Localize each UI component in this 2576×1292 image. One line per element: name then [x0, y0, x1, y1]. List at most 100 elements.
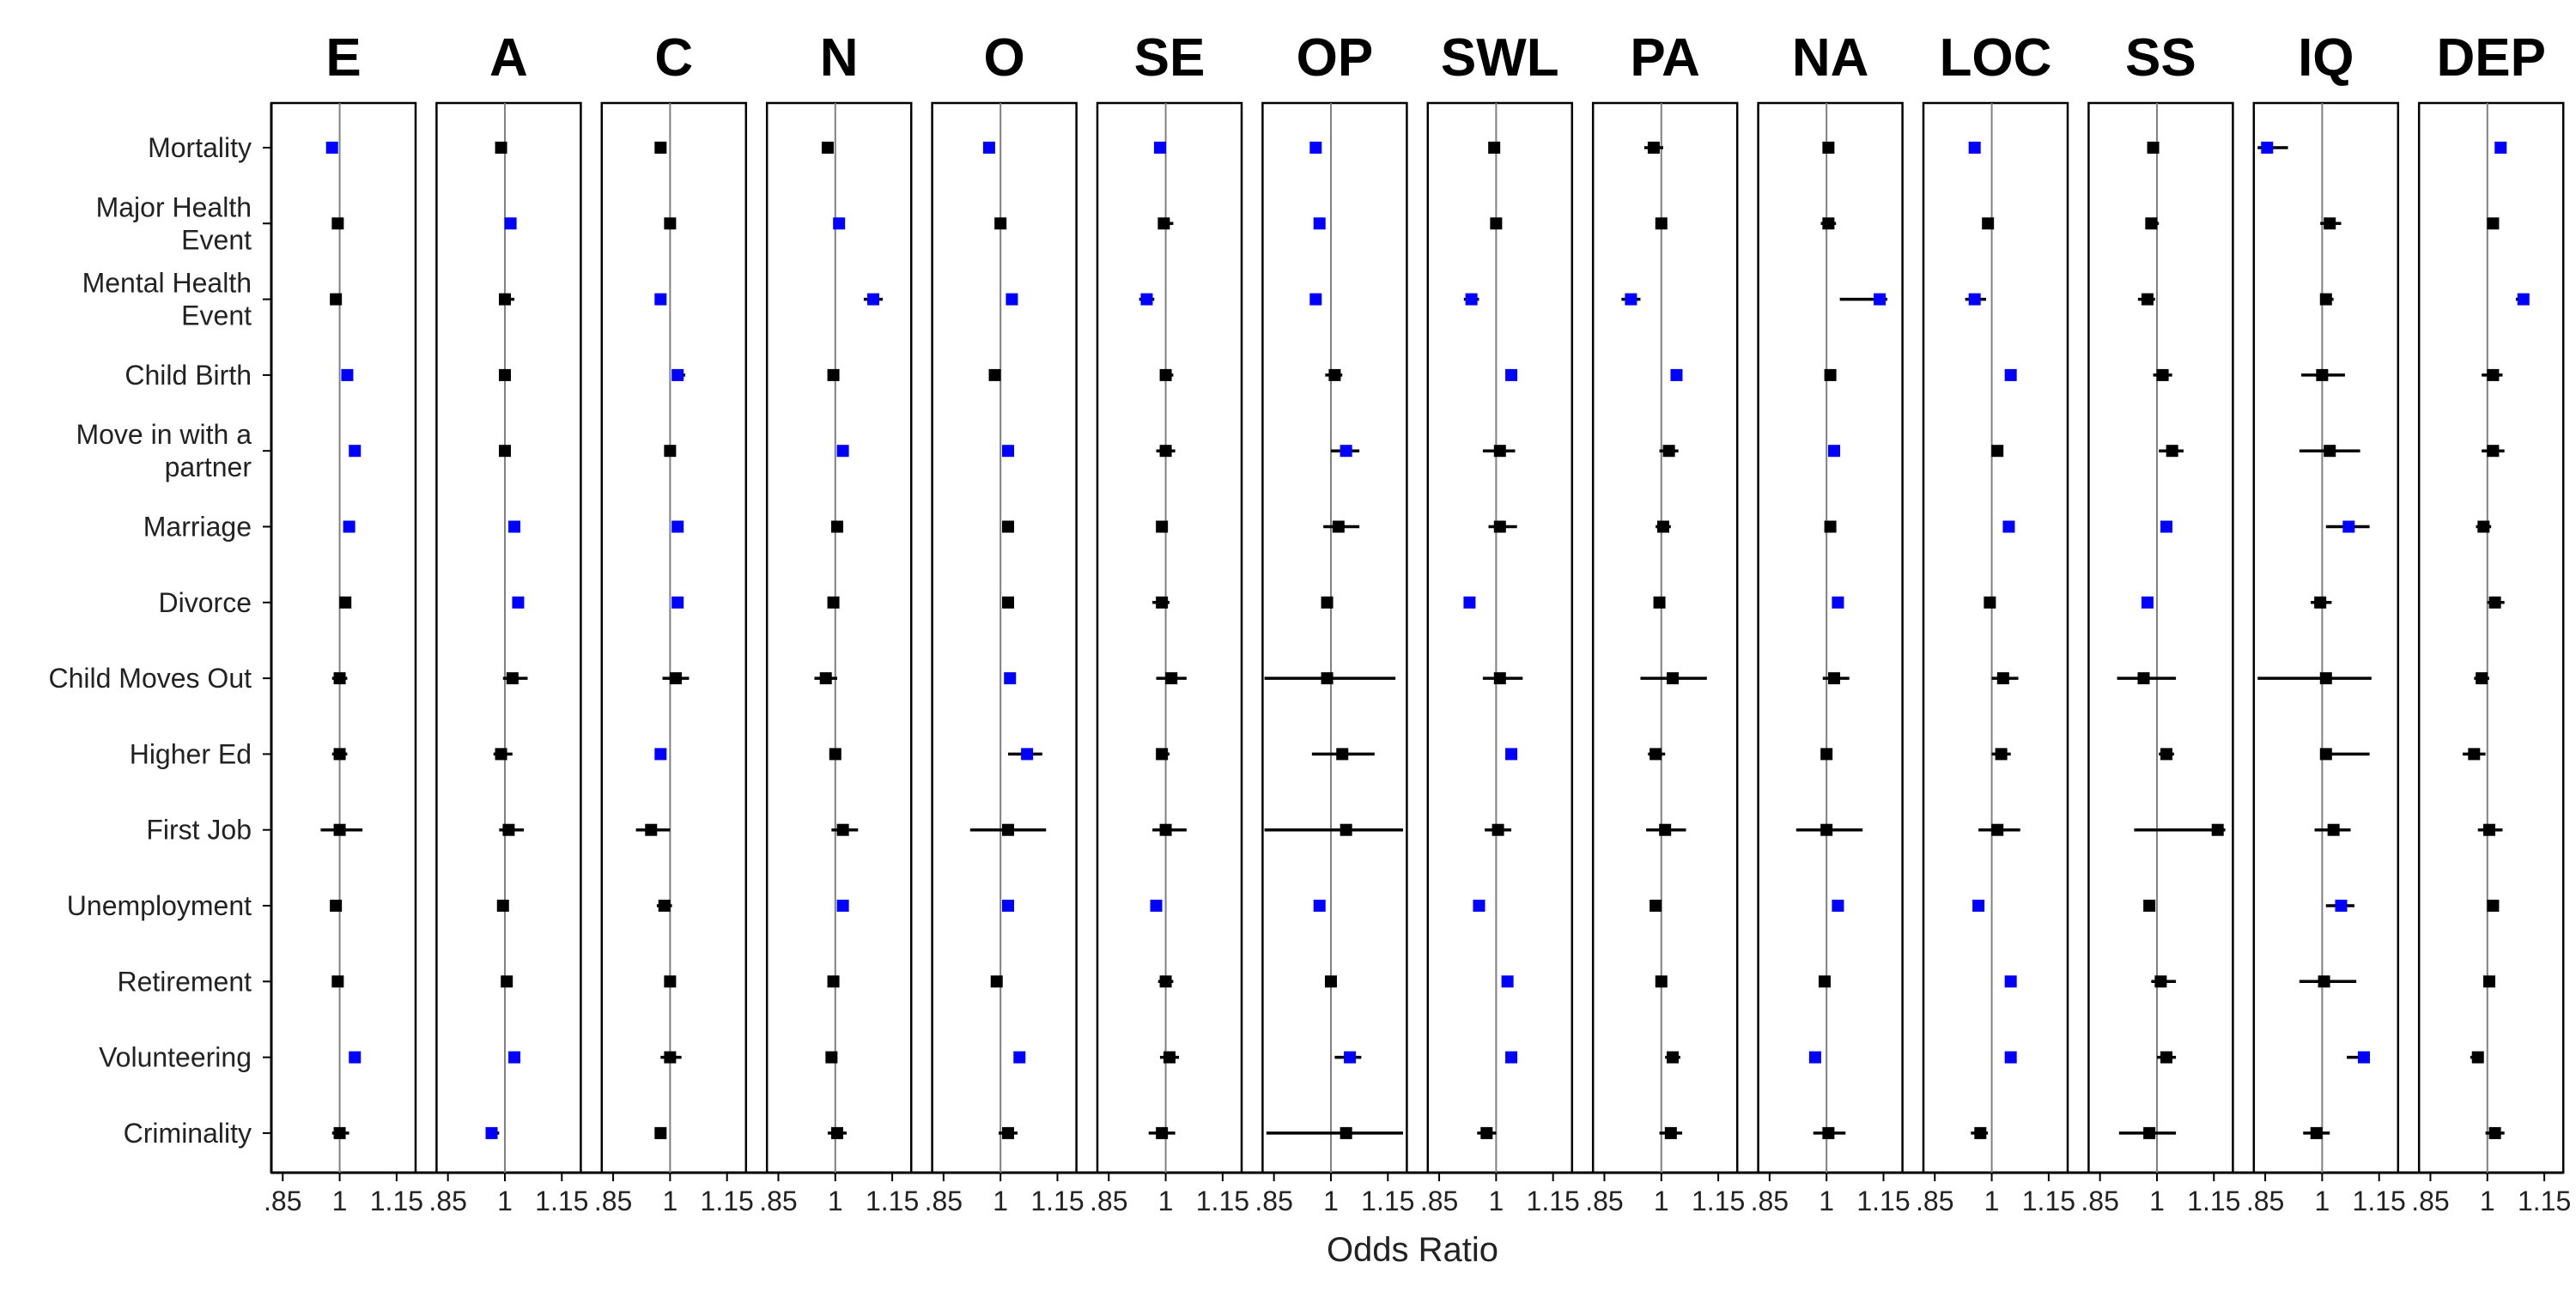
point-estimate-ss [2160, 1051, 2173, 1064]
point-estimate-a [504, 217, 517, 230]
point-estimate-e [325, 142, 338, 154]
row-label-first-job: First Job [146, 815, 252, 846]
row-label-line: Event [181, 224, 252, 255]
point-estimate-ss [2211, 823, 2224, 836]
point-estimate-n [833, 217, 846, 230]
point-estimate-a [495, 748, 507, 761]
row-label-line: Volunteering [99, 1042, 252, 1073]
point-estimate-n [821, 142, 834, 154]
row-label-higher-ed: Higher Ed [130, 738, 252, 769]
point-estimate-a [501, 975, 513, 988]
point-estimate-o [990, 975, 1003, 988]
x-tick-label-iq: 1 [2314, 1186, 2330, 1216]
panel-frame-o [931, 101, 1078, 1174]
point-estimate-a [502, 823, 515, 836]
point-estimate-o [1013, 1051, 1026, 1064]
point-estimate-swl [1480, 1126, 1493, 1139]
point-estimate-swl [1493, 520, 1506, 533]
point-estimate-pa [1653, 596, 1666, 609]
x-tick-label-n: .85 [759, 1186, 797, 1216]
row-label-criminality: Criminality [124, 1118, 252, 1149]
row-label-retirement: Retirement [118, 966, 252, 997]
x-tick-label-loc: 1 [1984, 1186, 2000, 1216]
point-estimate-iq [2342, 520, 2355, 533]
x-tick-label-se: .85 [1090, 1186, 1127, 1216]
point-estimate-na [1820, 748, 1833, 761]
point-estimate-ss [2154, 975, 2167, 988]
row-label-line: Move in with a [76, 419, 252, 450]
point-estimate-dep [2482, 975, 2495, 988]
point-estimate-c [645, 823, 658, 836]
point-estimate-dep [2477, 520, 2490, 533]
point-estimate-pa [1647, 142, 1660, 154]
point-estimate-na [1828, 672, 1841, 685]
point-estimate-e [330, 293, 343, 306]
panel-frame-na [1757, 101, 1904, 1174]
point-estimate-swl [1492, 823, 1504, 836]
point-estimate-o [1002, 900, 1015, 912]
row-label-move-in-with-a-partner: Move in with a partner [76, 419, 252, 482]
point-estimate-pa [1659, 823, 1672, 836]
point-estimate-a [508, 520, 521, 533]
x-tick-label-iq: .85 [2246, 1186, 2284, 1216]
point-estimate-swl [1488, 142, 1501, 154]
point-estimate-n [827, 596, 840, 609]
point-estimate-c [654, 293, 667, 306]
facet-title-dep: DEP [2436, 28, 2545, 88]
point-estimate-e [333, 748, 346, 761]
point-estimate-n [825, 1051, 838, 1064]
facet-title-c: C [654, 28, 693, 88]
panel-frame-iq [2252, 101, 2400, 1174]
point-estimate-se [1156, 520, 1169, 533]
point-estimate-dep [2487, 217, 2500, 230]
point-estimate-na [1832, 900, 1844, 912]
point-estimate-op [1332, 520, 1345, 533]
row-label-line: Child Moves Out [48, 663, 252, 694]
point-estimate-dep [2488, 596, 2501, 609]
point-estimate-o [1005, 293, 1018, 306]
panel-frame-se [1096, 101, 1243, 1174]
point-estimate-ss [2141, 596, 2154, 609]
row-label-divorce: Divorce [159, 587, 252, 618]
x-tick-label-o: 1.15 [1030, 1186, 1084, 1216]
point-estimate-iq [2319, 293, 2332, 306]
panel-frame-swl [1426, 101, 1574, 1174]
facet-title-loc: LOC [1940, 28, 2052, 88]
point-estimate-swl [1505, 748, 1518, 761]
point-estimate-swl [1493, 672, 1506, 685]
point-estimate-pa [1667, 672, 1680, 685]
point-estimate-pa [1655, 975, 1668, 988]
x-tick-label-o: 1 [993, 1186, 1008, 1216]
x-tick-label-n: 1.15 [866, 1186, 919, 1216]
point-estimate-c [664, 975, 677, 988]
point-estimate-se [1163, 1051, 1176, 1064]
point-estimate-loc [1972, 900, 1985, 912]
point-estimate-loc [1996, 672, 2009, 685]
point-estimate-iq [2327, 823, 2340, 836]
point-estimate-dep [2482, 823, 2495, 836]
point-estimate-iq [2310, 1126, 2323, 1139]
point-estimate-e [331, 975, 344, 988]
x-tick-label-loc: 1.15 [2022, 1186, 2075, 1216]
panel-frame-c [600, 101, 748, 1174]
point-estimate-iq [2314, 596, 2327, 609]
x-tick-label-dep: 1 [2480, 1186, 2495, 1216]
x-tick-label-op: 1.15 [1361, 1186, 1414, 1216]
point-estimate-se [1156, 748, 1169, 761]
row-label-line: First Job [146, 815, 252, 846]
point-estimate-dep [2494, 142, 2507, 154]
point-estimate-ss [2160, 520, 2173, 533]
facet-title-n: N [820, 28, 859, 88]
row-label-line: Child Birth [125, 360, 252, 391]
x-tick-label-op: 1 [1323, 1186, 1339, 1216]
x-tick-label-e: 1.15 [370, 1186, 423, 1216]
point-estimate-na [1822, 142, 1835, 154]
point-estimate-op [1324, 975, 1337, 988]
facet-title-op: OP [1297, 28, 1374, 88]
point-estimate-se [1140, 293, 1153, 306]
facet-title-ss: SS [2125, 28, 2196, 88]
point-estimate-dep [2487, 900, 2500, 912]
point-estimate-ss [2143, 1126, 2156, 1139]
x-tick-label-loc: .85 [1916, 1186, 1953, 1216]
point-estimate-dep [2487, 445, 2500, 458]
